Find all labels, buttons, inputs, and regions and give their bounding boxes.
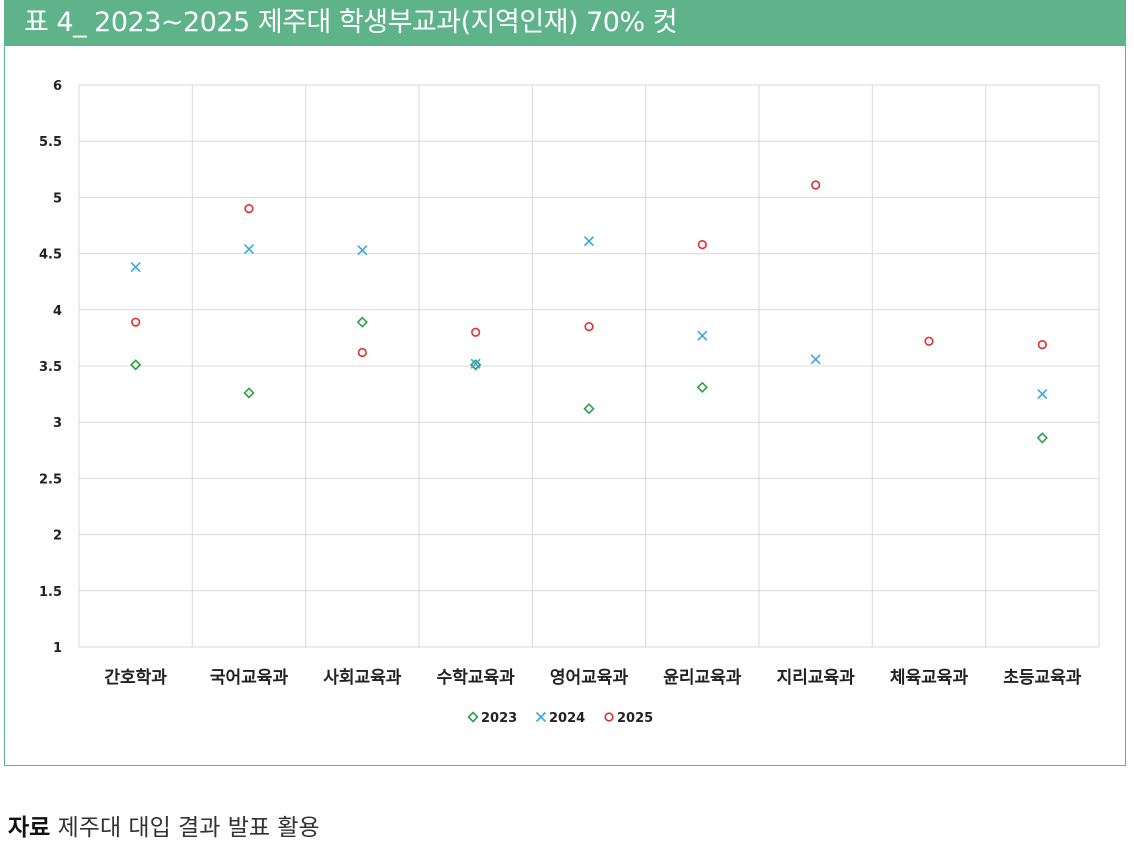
legend-marker-2023 xyxy=(467,711,479,723)
x-category-label: 간호학과 xyxy=(104,668,167,688)
source-label: 자료 xyxy=(8,815,51,841)
point-2023 xyxy=(130,359,142,371)
y-tick-label: 3.5 xyxy=(39,360,62,375)
point-2025 xyxy=(1037,340,1047,350)
point-2023 xyxy=(583,403,595,415)
point-2024 xyxy=(357,245,368,256)
source-note: 자료 제주대 대입 결과 발표 활용 xyxy=(8,808,320,842)
x-category-label: 사회교육과 xyxy=(323,668,402,688)
x-category-label: 체육교육과 xyxy=(890,668,969,688)
point-2024 xyxy=(130,262,141,273)
y-tick-label: 3 xyxy=(53,416,62,431)
y-tick-label: 4 xyxy=(53,304,62,319)
y-tick-label: 5.5 xyxy=(39,135,62,150)
point-2025 xyxy=(471,327,481,337)
point-2025 xyxy=(584,322,594,332)
y-tick-label: 5 xyxy=(53,191,62,206)
point-2024 xyxy=(243,244,255,255)
point-2023 xyxy=(470,359,482,371)
point-2025 xyxy=(131,317,141,327)
legend-label: 2024 xyxy=(549,711,585,726)
chart-title: 표 4_ 2023~2025 제주대 학생부교과(지역인재) 70% 컷 xyxy=(24,7,678,38)
point-2025 xyxy=(811,180,821,190)
legend-label: 2023 xyxy=(481,711,517,726)
point-2023 xyxy=(356,316,368,328)
point-2025 xyxy=(357,347,367,358)
y-tick-label: 1.5 xyxy=(39,585,62,600)
scatter-chart: 1 1.5 2 2.5 3 3.5 4 4.5 5 5.5 6 간호학과 국어교육과 사회교육과 수학교육과… xyxy=(39,79,1100,726)
legend-marker-2025 xyxy=(604,712,614,722)
y-tick-label: 2 xyxy=(53,529,62,544)
point-2025 xyxy=(244,204,254,214)
x-category-label: 국어교육과 xyxy=(210,668,289,688)
legend-label: 2025 xyxy=(617,711,653,726)
x-category-label: 초등교육과 xyxy=(1003,668,1082,688)
point-2023 xyxy=(1036,432,1048,444)
x-category-label: 지리교육과 xyxy=(777,668,856,688)
point-2023 xyxy=(243,387,255,399)
point-2023 xyxy=(696,381,708,393)
chart-frame xyxy=(4,46,1126,766)
point-2024 xyxy=(1037,389,1048,400)
point-2024 xyxy=(697,330,708,341)
x-category-label: 윤리교육과 xyxy=(663,668,742,688)
point-2025 xyxy=(924,336,934,346)
point-2025 xyxy=(697,240,707,250)
legend-marker-2024 xyxy=(535,711,547,723)
y-tick-label: 6 xyxy=(53,79,62,94)
x-category-label: 영어교육과 xyxy=(550,668,629,688)
y-tick-label: 4.5 xyxy=(39,248,62,263)
y-tick-label: 1 xyxy=(53,641,62,656)
point-2024 xyxy=(810,354,821,365)
x-category-label: 수학교육과 xyxy=(437,668,516,688)
point-2024 xyxy=(470,358,481,369)
y-tick-label: 2.5 xyxy=(39,472,62,487)
chart-title-bar: 표 4_ 2023~2025 제주대 학생부교과(지역인재) 70% 컷 xyxy=(4,0,1126,46)
source-text: 제주대 대입 결과 발표 활용 xyxy=(50,815,320,841)
point-2024 xyxy=(583,236,595,247)
